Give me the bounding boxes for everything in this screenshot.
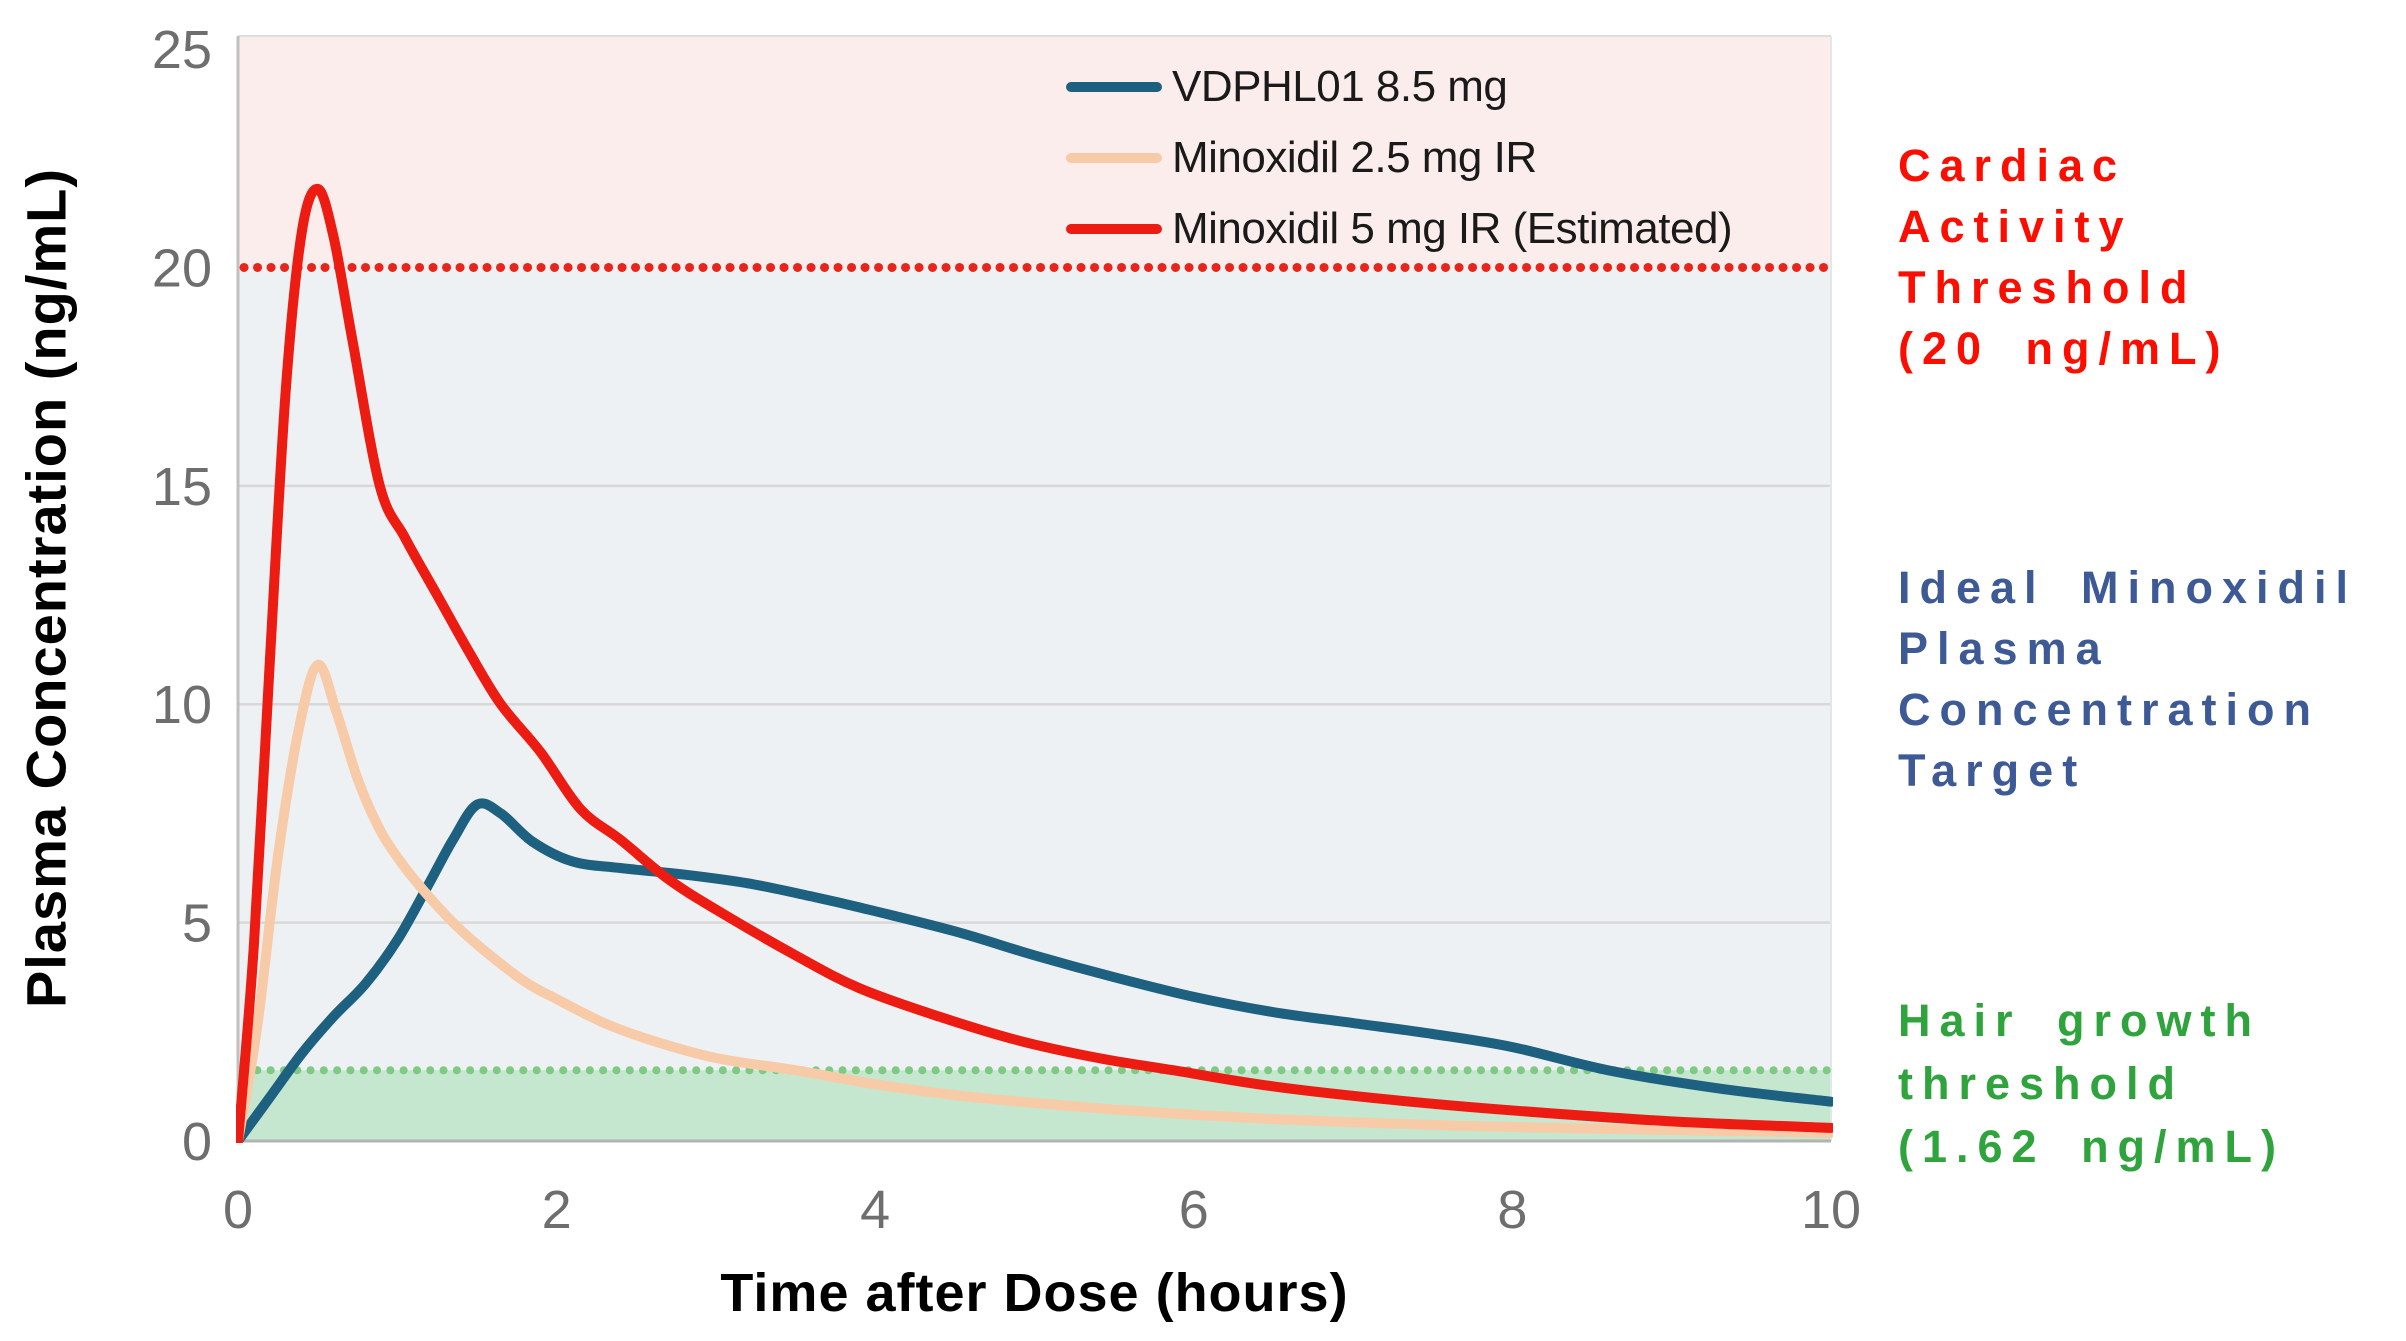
band-above-cardiac-threshold [238, 36, 1831, 268]
legend-item-minoxidil-5: Minoxidil 5 mg IR (Estimated) [1066, 204, 1733, 254]
y-tick-label: 5 [182, 894, 212, 954]
band-ideal-target-range [238, 267, 1831, 1071]
series-line-minoxidil-2-5-mg-ir [236, 659, 1833, 1143]
legend-label: Minoxidil 2.5 mg IR [1172, 133, 1537, 182]
x-tick-label: 8 [1497, 1180, 1527, 1240]
x-tick-label: 4 [860, 1180, 890, 1240]
x-tick-label: 6 [1179, 1180, 1209, 1240]
legend-label: VDPHL01 8.5 mg [1172, 62, 1508, 111]
series-line-minoxidil-5-mg-ir-estimated- [236, 183, 1833, 1143]
ideal-target-annotation: Ideal Minoxidil Plasma Concentration Tar… [1898, 562, 2358, 796]
minoxidil-5-line-swatch-icon [1066, 224, 1162, 234]
y-axis-title: Plasma Concentration (ng/mL) [14, 167, 78, 1009]
hair-growth-threshold-annotation: Hair growth threshold (1.62 ng/mL) [1898, 995, 2286, 1172]
legend: VDPHL01 8.5 mg Minoxidil 2.5 mg IR Minox… [1066, 62, 1733, 254]
vdphl01-line-swatch-icon [1066, 82, 1162, 92]
series-line-vdphl01-8-5-mg [236, 798, 1833, 1143]
minoxidil-2-5-line-swatch-icon [1066, 153, 1162, 163]
legend-item-minoxidil-2-5: Minoxidil 2.5 mg IR [1066, 133, 1732, 183]
x-tick-label: 2 [542, 1180, 572, 1240]
y-tick-label: 0 [182, 1112, 212, 1172]
legend-item-vdphl01: VDPHL01 8.5 mg [1066, 62, 1732, 112]
legend-label: Minoxidil 5 mg IR (Estimated) [1172, 204, 1733, 253]
x-tick-label: 0 [223, 1180, 253, 1240]
y-tick-label: 25 [152, 20, 212, 80]
y-tick-label: 20 [152, 238, 212, 298]
cardiac-threshold-annotation: Cardiac Activity Threshold (20 ng/mL) [1898, 140, 2230, 374]
y-tick-label: 10 [152, 675, 212, 735]
y-tick-label: 15 [152, 457, 212, 517]
x-axis-title: Time after Dose (hours) [720, 1263, 1349, 1323]
x-tick-label: 10 [1801, 1180, 1861, 1240]
